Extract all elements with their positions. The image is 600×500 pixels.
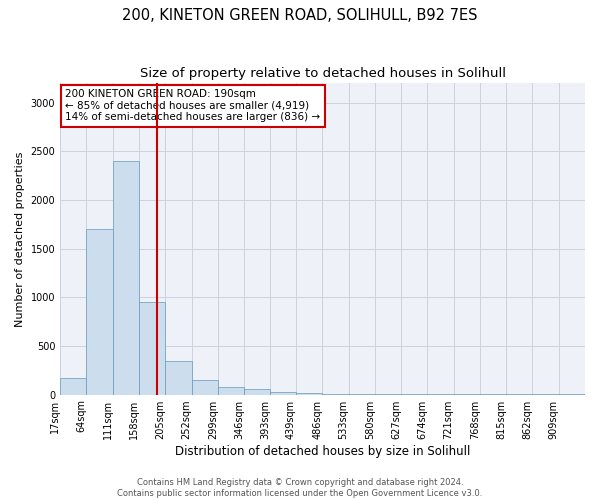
Bar	[139, 302, 165, 394]
Bar	[86, 229, 113, 394]
Bar	[165, 362, 191, 394]
Text: 200, KINETON GREEN ROAD, SOLIHULL, B92 7ES: 200, KINETON GREEN ROAD, SOLIHULL, B92 7…	[122, 8, 478, 22]
X-axis label: Distribution of detached houses by size in Solihull: Distribution of detached houses by size …	[175, 444, 470, 458]
Bar	[244, 389, 271, 394]
Title: Size of property relative to detached houses in Solihull: Size of property relative to detached ho…	[140, 68, 506, 80]
Text: 200 KINETON GREEN ROAD: 190sqm
← 85% of detached houses are smaller (4,919)
14% : 200 KINETON GREEN ROAD: 190sqm ← 85% of …	[65, 90, 320, 122]
Bar	[113, 161, 139, 394]
Bar	[60, 378, 86, 394]
Bar	[218, 387, 244, 394]
Bar	[296, 393, 322, 394]
Bar	[271, 392, 296, 394]
Y-axis label: Number of detached properties: Number of detached properties	[15, 151, 25, 326]
Bar	[191, 380, 218, 394]
Text: Contains HM Land Registry data © Crown copyright and database right 2024.
Contai: Contains HM Land Registry data © Crown c…	[118, 478, 482, 498]
